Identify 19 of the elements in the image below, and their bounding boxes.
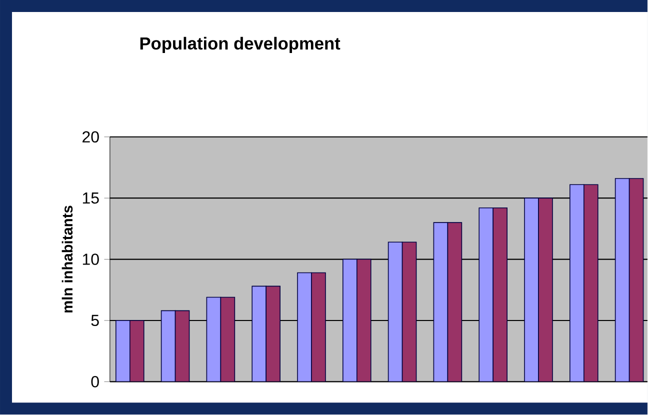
y-tick-label: 10 xyxy=(82,254,99,266)
y-tick-label: 0 xyxy=(91,376,99,388)
bar xyxy=(266,286,280,382)
chart-title: Population development xyxy=(140,37,340,54)
bar xyxy=(492,208,508,382)
bar xyxy=(538,198,553,382)
bar xyxy=(628,178,644,382)
y-axis-title: mln inhabitants xyxy=(62,206,73,313)
bar xyxy=(311,272,326,382)
y-tick-label: 5 xyxy=(91,315,99,326)
y-tick-label: 20 xyxy=(82,131,99,143)
y-tick-label: 15 xyxy=(82,192,99,204)
bar xyxy=(129,320,144,382)
bar xyxy=(174,310,190,382)
bar xyxy=(447,222,462,382)
bar xyxy=(402,242,417,382)
bar xyxy=(356,259,372,382)
bar xyxy=(584,184,598,382)
bar xyxy=(220,297,236,382)
